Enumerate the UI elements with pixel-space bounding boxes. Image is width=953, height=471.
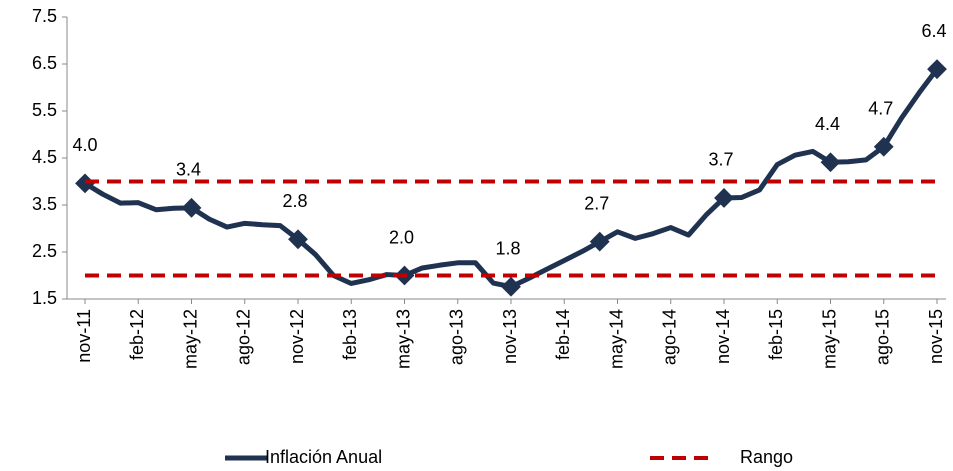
point-marker: [501, 276, 521, 297]
data-label: 1.8: [495, 239, 520, 259]
y-tick-label: 4.5: [32, 147, 57, 167]
x-tick-label: may-12: [180, 309, 200, 369]
y-tick-label: 3.5: [32, 194, 57, 214]
x-tick-label: feb-15: [766, 309, 786, 360]
point-marker: [589, 231, 610, 252]
y-tick-label: 6.5: [32, 53, 57, 73]
x-tick-label: ago-13: [447, 309, 467, 365]
point-marker: [288, 229, 308, 250]
x-tick-label: may-14: [606, 309, 626, 369]
x-tick-label: nov-15: [926, 309, 946, 364]
x-tick-label: feb-13: [340, 309, 360, 360]
x-tick-label: ago-12: [234, 309, 254, 365]
data-label: 2.8: [282, 191, 307, 211]
data-label: 2.0: [389, 227, 414, 247]
legend-label: Inflación Anual: [265, 447, 382, 467]
x-tick-label: may-15: [819, 309, 839, 369]
y-tick-label: 7.5: [32, 6, 57, 26]
data-label: 2.7: [584, 193, 609, 213]
x-tick-label: ago-15: [873, 309, 893, 365]
data-label: 3.4: [176, 160, 201, 180]
x-tick-label: nov-12: [287, 309, 307, 364]
data-label: 4.4: [815, 114, 840, 134]
x-tick-label: nov-14: [713, 309, 733, 364]
data-label: 4.0: [72, 135, 97, 155]
data-label: 6.4: [921, 21, 946, 41]
data-label: 3.7: [708, 150, 733, 170]
y-tick-label: 1.5: [32, 288, 57, 308]
x-tick-label: feb-14: [553, 309, 573, 360]
x-tick-label: feb-12: [127, 309, 147, 360]
legend-label: Rango: [740, 447, 793, 467]
x-tick-label: nov-11: [74, 309, 94, 363]
y-tick-label: 5.5: [32, 100, 57, 120]
point-marker: [181, 197, 202, 218]
x-tick-label: may-13: [393, 309, 413, 369]
data-label: 4.7: [868, 98, 893, 118]
x-tick-label: nov-13: [500, 309, 520, 364]
y-tick-label: 2.5: [32, 241, 57, 261]
x-tick-label: ago-14: [660, 309, 680, 365]
